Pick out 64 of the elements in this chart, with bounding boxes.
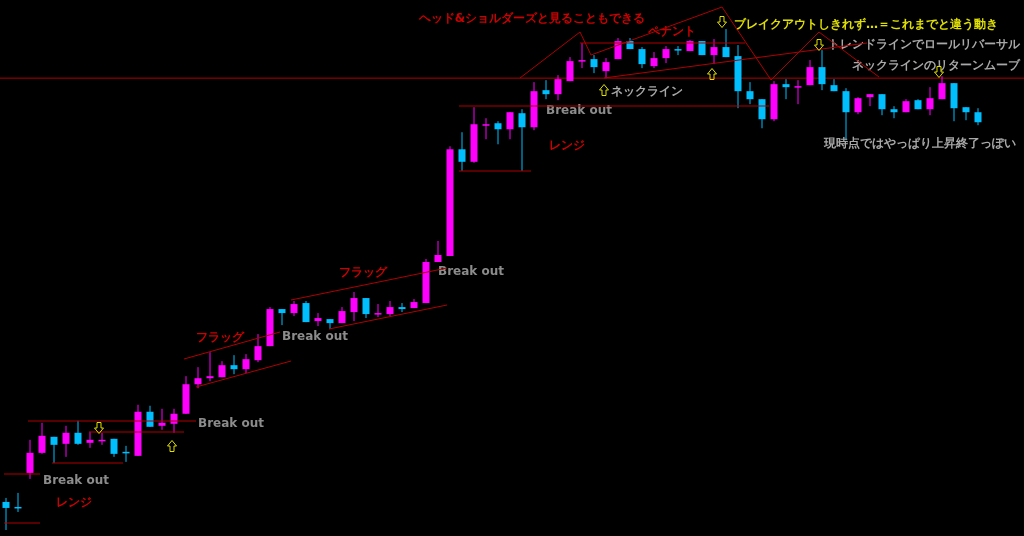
candlestick xyxy=(542,79,550,100)
candlestick xyxy=(158,408,166,431)
annotation: ネックライン xyxy=(611,84,683,99)
annotation: Break out xyxy=(438,264,505,279)
candlestick xyxy=(518,108,526,172)
candlestick xyxy=(350,291,358,322)
candlestick xyxy=(362,297,370,319)
candlestick xyxy=(758,98,766,129)
candlestick xyxy=(26,439,34,480)
candlestick xyxy=(650,51,658,69)
candlestick xyxy=(458,131,466,172)
annotation: Break out xyxy=(198,416,265,431)
candlestick xyxy=(722,28,730,58)
candlestick xyxy=(194,366,202,389)
candlestick xyxy=(398,302,406,313)
annotation: Break out xyxy=(546,103,613,118)
candlestick xyxy=(662,45,670,64)
candlestick xyxy=(602,57,610,79)
candlestick xyxy=(554,74,562,101)
candlestick xyxy=(638,46,646,69)
candlestick xyxy=(710,38,718,65)
candlestick xyxy=(86,431,94,449)
text: ヘッド&ショルダーズと見ることもできる xyxy=(417,11,646,26)
candlestick xyxy=(866,93,874,107)
candlestick xyxy=(482,117,490,140)
annotation: レンジ xyxy=(56,495,92,510)
candlestick xyxy=(242,353,250,374)
candlestick xyxy=(674,45,682,56)
candlestick xyxy=(830,78,838,92)
annotation: レンジ xyxy=(549,138,585,153)
annotation: フラッグ xyxy=(196,330,245,345)
annotation: ブレイクアウトしきれず…＝これまでと違う動き xyxy=(734,17,998,32)
candlestick xyxy=(506,111,514,140)
candlestick xyxy=(818,49,826,91)
candlestick xyxy=(62,425,70,458)
candlestick xyxy=(374,303,382,318)
candlestick xyxy=(50,436,58,464)
candlestick xyxy=(74,420,82,446)
candlestick xyxy=(590,54,598,74)
candlestick xyxy=(386,300,394,317)
candlestick xyxy=(254,333,262,363)
candlestick xyxy=(434,240,442,263)
candlestick xyxy=(230,354,238,375)
annotation: Break out xyxy=(43,473,110,488)
candlestick xyxy=(794,79,802,105)
candlestick xyxy=(926,86,934,116)
candlestick xyxy=(746,81,754,105)
annotation: 現時点ではやっぱり上昇終了っぽい xyxy=(823,136,1016,151)
candlestick xyxy=(314,312,322,327)
candlestick xyxy=(962,106,970,121)
candlestick xyxy=(578,42,586,69)
annotation: フラッグ xyxy=(339,265,388,280)
candlestick xyxy=(806,59,814,86)
candlestick xyxy=(494,120,502,145)
candlestick xyxy=(2,497,10,531)
annotation: Break out xyxy=(282,329,349,344)
candlestick xyxy=(782,78,790,100)
candlestick xyxy=(206,351,214,382)
candlestick xyxy=(278,308,286,326)
candlestick xyxy=(326,318,334,330)
candlestick xyxy=(890,105,898,119)
candlestick xyxy=(878,93,886,116)
candlestick xyxy=(566,56,574,82)
candlestick xyxy=(38,422,46,455)
